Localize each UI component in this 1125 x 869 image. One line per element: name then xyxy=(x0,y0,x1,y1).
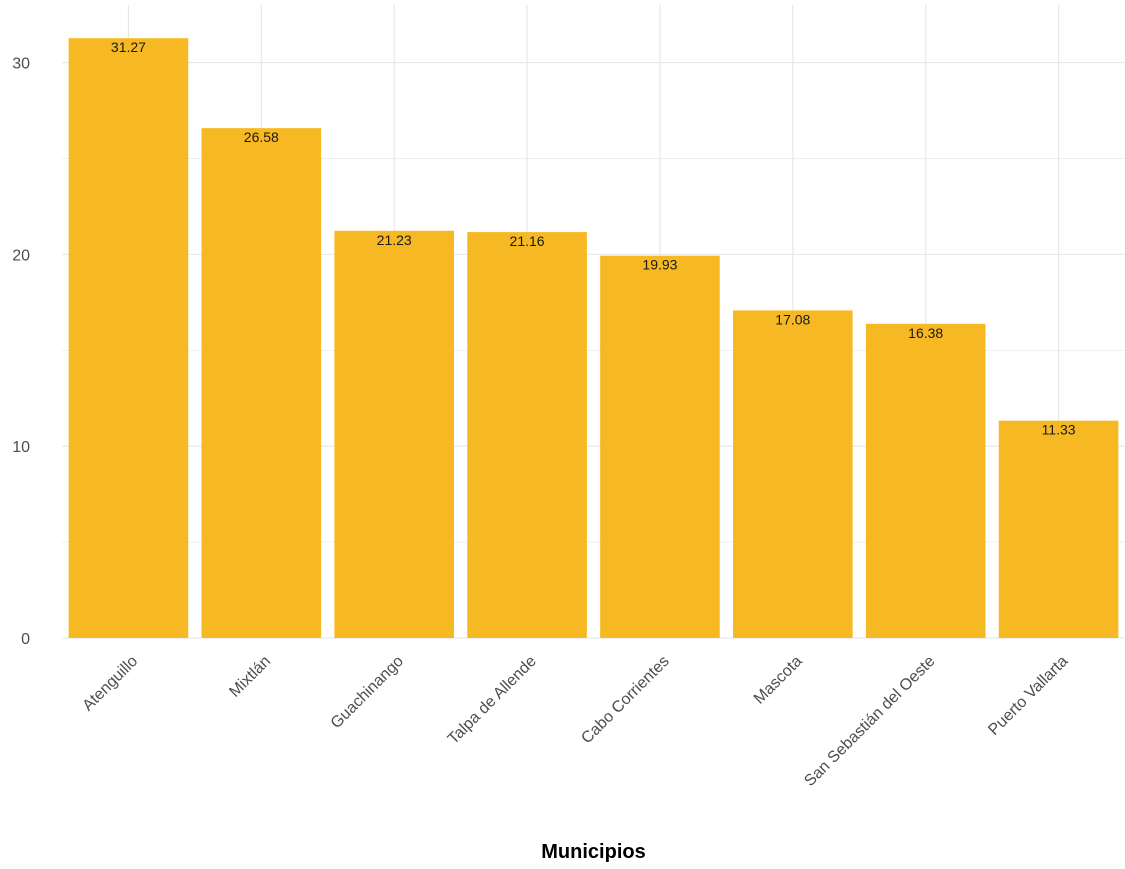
bar xyxy=(68,38,189,638)
data-label: 19.93 xyxy=(642,257,677,273)
y-tick-label: 10 xyxy=(12,439,30,456)
data-label: 21.23 xyxy=(377,232,412,248)
x-tick-label: San Sebastián del Oeste xyxy=(801,653,938,790)
data-label: 11.33 xyxy=(1042,422,1076,438)
bar xyxy=(334,230,454,638)
x-axis-title: Municipios xyxy=(541,841,645,863)
y-tick-label: 30 xyxy=(12,56,30,73)
bar xyxy=(201,128,322,638)
x-tick-label: Mascota xyxy=(751,653,806,708)
data-label: 31.27 xyxy=(111,39,146,55)
data-label: 26.58 xyxy=(244,129,279,145)
x-axis-ticks: Atenguillo Mixtlán Guachinango Talpa de All… xyxy=(80,653,1072,790)
bar xyxy=(733,310,853,638)
data-label: 21.16 xyxy=(510,233,545,249)
x-tick-label: Guachinango xyxy=(328,653,407,732)
x-tick-label: Mixtlán xyxy=(226,653,274,701)
x-tick-label: Puerto Vallarta xyxy=(985,653,1071,739)
bars xyxy=(68,38,1119,638)
data-label: 17.08 xyxy=(775,311,810,327)
x-tick-label: Cabo Corrientes xyxy=(578,653,672,747)
data-label: 16.38 xyxy=(908,325,943,341)
bar xyxy=(600,255,720,638)
bar xyxy=(467,232,587,638)
y-tick-label: 0 xyxy=(21,631,30,648)
x-tick-label: Talpa de Allende xyxy=(445,653,540,748)
data-labels: 31.27 26.58 21.23 21.16 19.93 17.08 16.38 11.33 xyxy=(111,39,1076,437)
y-tick-label: 20 xyxy=(12,247,30,264)
y-axis-ticks: 0 10 20 30 xyxy=(12,56,30,648)
bar xyxy=(865,323,986,638)
bar xyxy=(998,420,1119,638)
x-tick-label: Atenguillo xyxy=(80,653,142,715)
